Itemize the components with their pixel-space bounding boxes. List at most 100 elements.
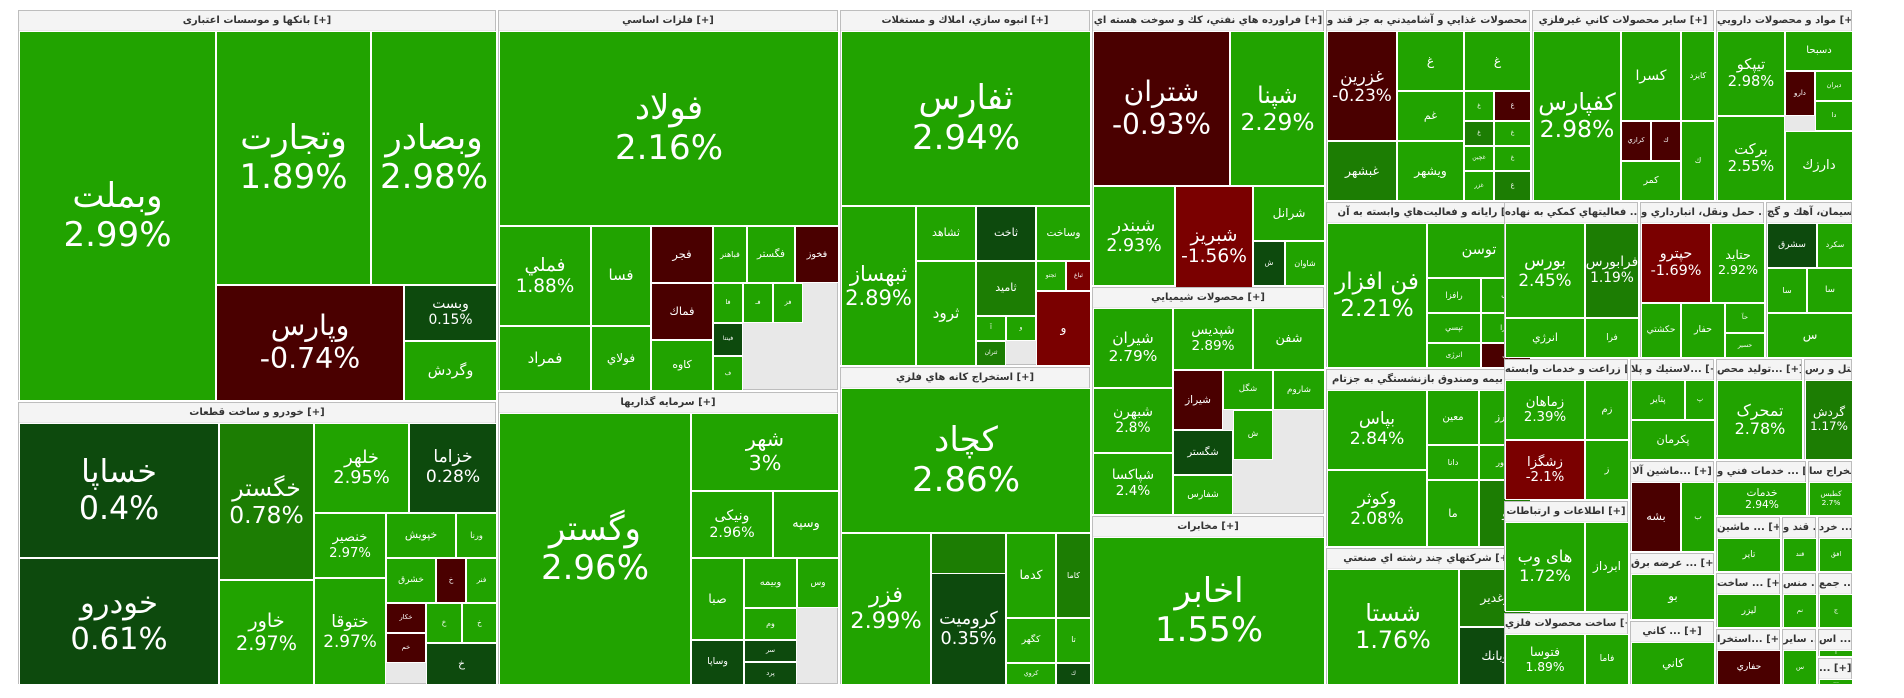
stock-tile[interactable]: وم: [744, 608, 797, 640]
stock-tile[interactable]: آ: [976, 316, 1006, 341]
stock-tile[interactable]: سر: [744, 640, 797, 662]
sector-header[interactable]: حمل ونقل، انبارداري و ... [+]: [1641, 203, 1763, 222]
stock-tile[interactable]: افق: [1819, 538, 1853, 572]
sector-header[interactable]: فلزات اساسي [+]: [499, 11, 837, 30]
stock-tile[interactable]: انرژی: [1427, 343, 1481, 368]
stock-tile[interactable]: شپاکسا 2.4%: [1093, 453, 1173, 515]
stock-tile[interactable]: فتوسا 1.89%: [1505, 634, 1585, 685]
stock-tile[interactable]: دارو: [1785, 71, 1815, 116]
sector-header[interactable]: فعاليتهاي كمكي به نهاده ...[+]: [1505, 203, 1637, 222]
stock-tile[interactable]: بورس 2.45%: [1505, 223, 1585, 318]
stock-tile[interactable]: نم: [1783, 594, 1817, 628]
stock-tile[interactable]: خگستر 0.78%: [219, 423, 314, 580]
stock-tile[interactable]: های وب 1.72%: [1505, 522, 1585, 612]
stock-tile[interactable]: كاما: [1056, 533, 1091, 618]
sector-header[interactable]: جمع ... [+]: [1819, 574, 1851, 593]
stock-tile[interactable]: فرا: [1585, 318, 1639, 358]
sector-header[interactable]: هتل و رس... [+]: [1805, 360, 1851, 379]
sector-header[interactable]: محصولات غذايي و آشاميدني به جز قند و [+]: [1327, 11, 1529, 30]
sector-header[interactable]: عرضه برق ... [+]: [1631, 554, 1713, 573]
stock-tile[interactable]: شرانل: [1253, 186, 1325, 241]
stock-tile[interactable]: كايزد: [1681, 31, 1715, 121]
stock-tile[interactable]: شاوان: [1285, 241, 1325, 286]
stock-tile[interactable]: و: [1006, 316, 1036, 341]
stock-tile[interactable]: دارزك: [1785, 131, 1853, 201]
stock-tile[interactable]: خنصیر 2.97%: [314, 513, 386, 578]
stock-tile[interactable]: غ: [1464, 121, 1494, 146]
stock-tile[interactable]: س: [1767, 313, 1853, 358]
stock-tile[interactable]: غ: [1494, 91, 1531, 121]
stock-tile[interactable]: شگستر: [1173, 430, 1233, 475]
sector-header[interactable]: استخراج سا... [+]: [1809, 462, 1851, 481]
stock-tile[interactable]: فخوز: [795, 226, 839, 283]
stock-tile[interactable]: حسير: [1725, 333, 1765, 358]
sector-header[interactable]: ساخت محصولات فلزي [+]: [1505, 614, 1627, 633]
stock-tile[interactable]: ثرود: [916, 261, 976, 366]
stock-tile[interactable]: ج: [1819, 594, 1853, 628]
stock-tile[interactable]: فولاي: [591, 326, 651, 391]
stock-tile[interactable]: دسبحا: [1785, 31, 1853, 71]
stock-tile[interactable]: حفاري: [1717, 650, 1781, 685]
stock-tile[interactable]: حپترو -1.69%: [1641, 223, 1711, 303]
sector-header[interactable]: ... [+]: [1819, 659, 1851, 678]
stock-tile[interactable]: تاير: [1717, 538, 1781, 572]
stock-tile[interactable]: شبهرن 2.8%: [1093, 388, 1173, 453]
sector-header[interactable]: ماشين ... [+]: [1717, 518, 1779, 537]
stock-tile[interactable]: ابرداز: [1585, 522, 1629, 612]
stock-tile[interactable]: ا: [1819, 650, 1853, 657]
sector-header[interactable]: سایر محصولات كاني غيرفلزي [+]: [1533, 11, 1713, 30]
stock-tile[interactable]: ثباغ: [1066, 261, 1091, 291]
sector-header[interactable]: مخابرات [+]: [1093, 517, 1323, 536]
stock-tile[interactable]: پ: [1685, 380, 1715, 420]
stock-tile[interactable]: ثبهساز 2.89%: [841, 206, 916, 366]
stock-tile[interactable]: وتجارت 1.89%: [216, 31, 371, 285]
stock-tile[interactable]: بشه: [1631, 482, 1681, 552]
sector-header[interactable]: منس ... [+]: [1783, 574, 1815, 593]
sector-header[interactable]: استخرا... [+]: [1717, 630, 1779, 649]
stock-tile[interactable]: گردش 1.17%: [1805, 380, 1853, 460]
stock-tile[interactable]: ثشاهد: [916, 206, 976, 261]
stock-tile[interactable]: فماك: [651, 283, 713, 340]
stock-tile[interactable]: شبریز -1.56%: [1175, 186, 1253, 306]
stock-tile[interactable]: فگستر: [747, 226, 795, 283]
sector-header[interactable]: ساخت ... [+]: [1717, 574, 1779, 593]
stock-tile[interactable]: قند: [1783, 538, 1817, 572]
stock-tile[interactable]: خاور 2.97%: [219, 580, 314, 685]
sector-header[interactable]: خودرو و ساخت قطعات [+]: [19, 403, 495, 422]
stock-tile[interactable]: خزاما 0.28%: [409, 423, 497, 513]
stock-tile[interactable]: خم: [386, 633, 426, 663]
stock-tile[interactable]: خساپا 0.4%: [19, 423, 219, 558]
sector-header[interactable]: خرد ... [+]: [1819, 518, 1851, 537]
stock-tile[interactable]: شفارس: [1173, 475, 1233, 515]
sector-header[interactable]: قند و ... [+]: [1783, 518, 1815, 537]
stock-tile[interactable]: حفار: [1681, 303, 1725, 358]
sector-header[interactable]: سرمايه گذاريها [+]: [499, 393, 837, 412]
sector-header[interactable]: ساير ... [+]: [1783, 630, 1815, 649]
sector-header[interactable]: اطلاعات و ارتباطات [+]: [1505, 502, 1627, 521]
stock-tile[interactable]: ثفارس 2.94%: [841, 31, 1091, 206]
stock-tile[interactable]: شستا 1.76%: [1327, 569, 1459, 685]
stock-tile[interactable]: فجر: [651, 226, 713, 283]
stock-tile[interactable]: وساپا: [691, 640, 744, 685]
stock-tile[interactable]: سشرق: [1767, 223, 1817, 268]
stock-tile[interactable]: زشگزا -2.1%: [1505, 440, 1585, 500]
stock-tile[interactable]: ثاخت: [976, 206, 1036, 261]
stock-tile[interactable]: فز: [773, 283, 803, 323]
stock-tile[interactable]: ونیکی 2.96%: [691, 491, 773, 558]
stock-tile[interactable]: شپدیس 2.89%: [1173, 308, 1253, 370]
sector-header[interactable]: محصولات شيميايي [+]: [1093, 288, 1323, 307]
sector-header[interactable]: سيمان، آهك و گچ [+]: [1767, 203, 1851, 222]
stock-tile[interactable]: ثتران: [976, 341, 1006, 366]
stock-tile[interactable]: فزر 2.99%: [841, 533, 931, 685]
stock-tile[interactable]: فرابورس 1.19%: [1585, 223, 1639, 318]
stock-tile[interactable]: تیپکو 2.98%: [1717, 31, 1785, 116]
stock-tile[interactable]: وبست 0.15%: [404, 285, 497, 341]
stock-tile[interactable]: غ: [1464, 91, 1494, 121]
stock-tile[interactable]: كدما: [1006, 533, 1056, 618]
stock-tile[interactable]: فنر: [466, 558, 497, 603]
stock-tile[interactable]: فمراد: [499, 326, 591, 391]
stock-tile[interactable]: ش: [1253, 241, 1285, 286]
stock-tile[interactable]: کگهر: [1006, 618, 1056, 663]
stock-tile[interactable]: خ: [462, 603, 497, 643]
stock-tile[interactable]: برکت 2.55%: [1717, 116, 1785, 201]
